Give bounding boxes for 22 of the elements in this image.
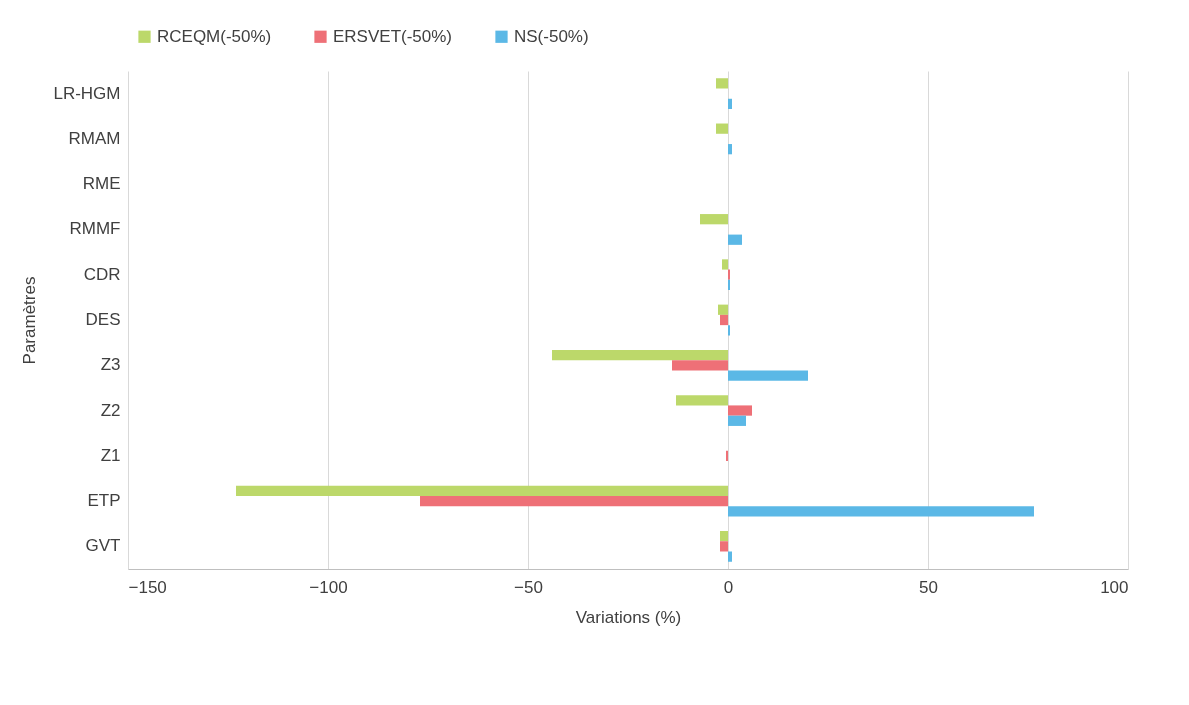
y-tick-label: Z3 <box>100 355 121 375</box>
y-tick-label: CDR <box>83 264 121 284</box>
y-tick-label: Z1 <box>100 445 121 465</box>
y-tick-label: DES <box>85 310 121 329</box>
legend-label: RCEQM(-50%) <box>157 26 272 46</box>
y-tick-label: ETP <box>87 491 121 511</box>
x-tick-label: −100 <box>309 577 348 597</box>
x-axis-title: Variations (%) <box>575 607 682 627</box>
x-tick-label: −150 <box>128 577 167 597</box>
y-tick-label: RME <box>82 174 121 194</box>
y-tick-label: Z2 <box>100 400 121 420</box>
y-tick-label: RMAM <box>68 128 121 148</box>
y-tick-label: RMMF <box>69 219 121 239</box>
y-tick-label: LR-HGM <box>53 83 121 103</box>
y-axis-title: Paramètres <box>20 276 40 365</box>
x-tick-label: 50 <box>919 577 938 597</box>
y-tick-label: GVT <box>85 536 121 556</box>
legend-label: NS(-50%) <box>514 26 589 46</box>
x-tick-label: −50 <box>514 577 543 597</box>
x-tick-label: 0 <box>723 577 734 597</box>
legend-label: ERSVET(-50%) <box>333 26 453 46</box>
x-tick-label: 100 <box>1100 577 1129 597</box>
